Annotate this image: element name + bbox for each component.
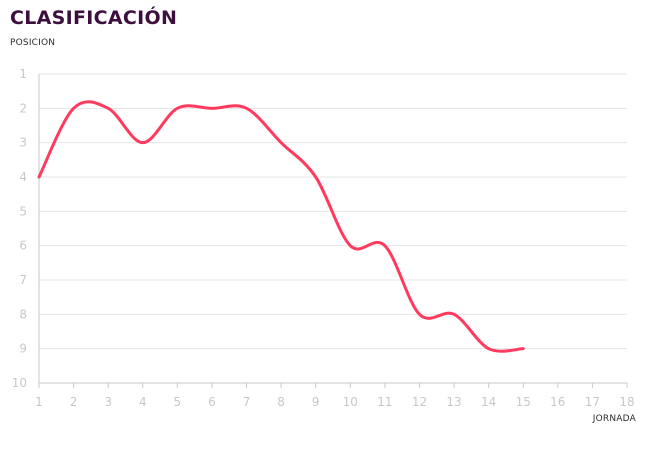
x-tick-label: 9 <box>312 395 320 409</box>
x-tick-label: 14 <box>481 395 496 409</box>
x-tick-label: 17 <box>585 395 600 409</box>
y-tick-label: 3 <box>19 136 27 150</box>
x-tick-labels: 1 2 3 4 5 6 7 8 9 10 11 12 13 14 15 16 17 18 <box>35 395 634 409</box>
x-tick-label: 18 <box>619 395 634 409</box>
x-tick-label: 2 <box>70 395 78 409</box>
y-tick-label: 10 <box>12 376 27 390</box>
grid-lines <box>38 73 628 388</box>
x-tick-label: 8 <box>277 395 285 409</box>
x-tick-label: 10 <box>343 395 358 409</box>
x-tick-label: 4 <box>139 395 147 409</box>
series-lines <box>35 100 527 353</box>
data-point <box>415 310 423 318</box>
x-tick-label: 15 <box>516 395 531 409</box>
data-point <box>485 345 493 353</box>
y-tick-label: 1 <box>19 67 27 81</box>
data-point <box>173 104 181 112</box>
y-tick-label: 8 <box>19 307 27 321</box>
y-tick-label: 7 <box>19 273 27 287</box>
x-tick-label: 7 <box>243 395 251 409</box>
data-point <box>104 104 112 112</box>
data-point <box>519 345 527 353</box>
y-tick-labels: 1 2 3 4 5 6 7 8 9 10 <box>12 67 27 390</box>
y-tick-label: 5 <box>19 204 27 218</box>
x-tick-label: 11 <box>377 395 392 409</box>
data-point <box>70 104 78 112</box>
x-tick-label: 16 <box>550 395 565 409</box>
y-tick-label: 4 <box>19 170 27 184</box>
y-axis-label: POSICION <box>10 38 56 48</box>
data-point <box>346 242 354 250</box>
data-point <box>381 242 389 250</box>
data-point <box>139 139 147 147</box>
y-tick-label: 2 <box>19 101 27 115</box>
data-point <box>312 173 320 181</box>
data-point <box>35 173 43 181</box>
data-point <box>243 104 251 112</box>
y-tick-label: 9 <box>19 342 27 356</box>
x-axis-label: JORNADA <box>592 414 636 424</box>
x-tick-label: 12 <box>412 395 427 409</box>
series-line <box>37 100 525 353</box>
x-tick-label: 1 <box>35 395 43 409</box>
x-tick-label: 6 <box>208 395 216 409</box>
data-point <box>450 310 458 318</box>
data-point <box>208 104 216 112</box>
data-point <box>277 139 285 147</box>
y-tick-label: 6 <box>19 239 27 253</box>
chart-title: CLASIFICACIÓN <box>10 7 178 29</box>
x-tick-label: 5 <box>174 395 182 409</box>
x-tick-label: 13 <box>446 395 461 409</box>
x-tick-label: 3 <box>104 395 112 409</box>
